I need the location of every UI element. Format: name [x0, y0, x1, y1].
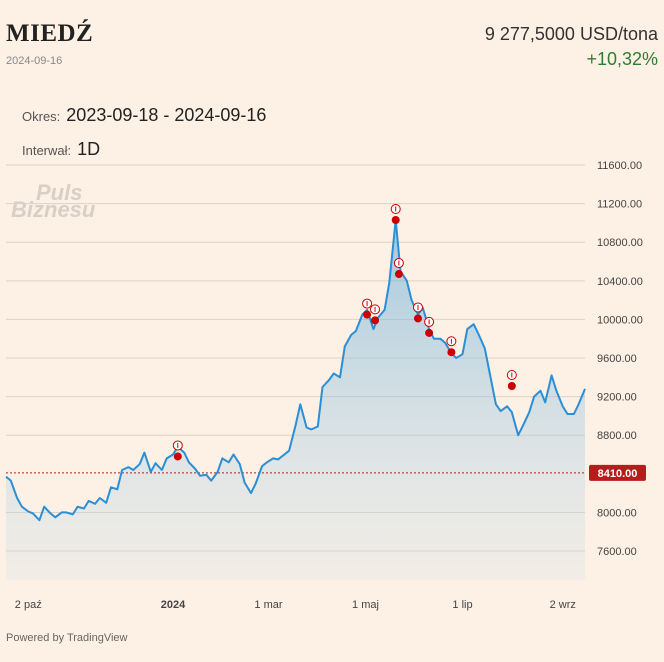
reference-value-badge — [589, 464, 646, 481]
event-marker — [413, 314, 422, 323]
event-marker — [425, 328, 434, 337]
event-marker — [363, 310, 372, 319]
x-tick-label: 1 lip — [452, 599, 472, 611]
watermark-line2: Biznesu — [11, 197, 96, 222]
price-area-fill — [6, 220, 585, 580]
event-marker — [391, 216, 400, 225]
y-tick-label: 10000.00 — [597, 314, 643, 326]
price-line — [5, 219, 586, 522]
x-tick-label: 2 wrz — [550, 599, 576, 611]
event-marker — [394, 270, 403, 279]
event-marker — [371, 316, 380, 325]
current-price: 9 277,5000 USD/tona — [484, 24, 658, 44]
interval-field[interactable]: Interwał: 1D — [22, 139, 100, 160]
watermark-line1: Puls — [36, 180, 82, 205]
x-tick-label: 1 maj — [352, 599, 379, 611]
y-tick-label: 11600.00 — [597, 160, 642, 172]
y-tick-label: 8000.00 — [597, 507, 637, 519]
powered-by[interactable]: Powered by TradingView — [6, 632, 128, 644]
event-marker — [507, 382, 516, 391]
chart-axes: 11600.00 11200.00 10800.00 10400.00 10000.00… — [15, 160, 646, 611]
y-tick-label: 9200.00 — [597, 392, 637, 404]
commodity-title: MIEDŹ — [6, 20, 94, 47]
chart-plot — [5, 204, 586, 580]
reference-value-label: 8410.00 — [598, 468, 638, 480]
event-marker — [173, 452, 182, 461]
quote-date: 2024-09-16 — [6, 55, 63, 67]
y-tick-label: 9600.00 — [597, 353, 637, 365]
y-tick-label: 8800.00 — [597, 430, 637, 442]
x-tick-label: 1 mar — [254, 599, 282, 611]
interval-value[interactable]: 1D — [77, 139, 101, 159]
x-tick-label: 2 paź — [15, 599, 42, 611]
period-field[interactable]: Okres: 2023-09-18 - 2024-09-16 — [22, 105, 266, 126]
y-tick-label: 11200.00 — [597, 199, 642, 211]
interval-label: Interwał: — [22, 143, 72, 158]
x-tick-label: 2024 — [161, 599, 186, 611]
price-change: +10,32% — [586, 49, 658, 69]
y-tick-label: 7600.00 — [597, 546, 637, 558]
y-tick-label: 10800.00 — [597, 237, 643, 249]
event-marker — [447, 348, 456, 357]
period-value[interactable]: 2023-09-18 - 2024-09-16 — [66, 105, 267, 125]
period-label: Okres: — [22, 109, 61, 124]
y-tick-label: 10400.00 — [597, 276, 643, 288]
